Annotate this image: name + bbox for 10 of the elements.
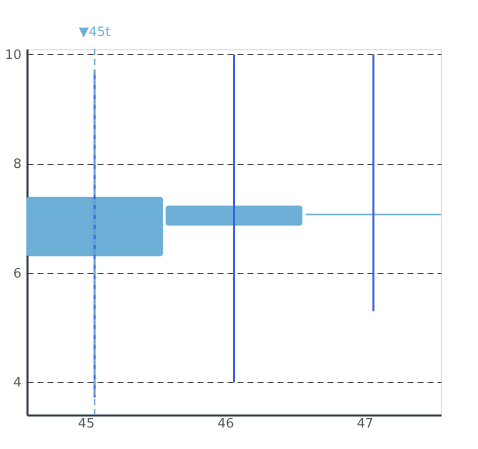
y-tick-label: 8 (13, 157, 22, 172)
y-tick-label: 6 (13, 266, 22, 282)
x-tick-label: 45 (78, 416, 95, 432)
ref-line-label: ▼45t (78, 25, 110, 40)
y-tick-label: 10 (4, 48, 22, 63)
candlestick (166, 54, 302, 382)
x-tick-label: 47 (356, 416, 374, 432)
x-tick-label: 46 (217, 416, 234, 432)
y-tick-label: 4 (13, 376, 22, 391)
candlestick (305, 54, 442, 312)
